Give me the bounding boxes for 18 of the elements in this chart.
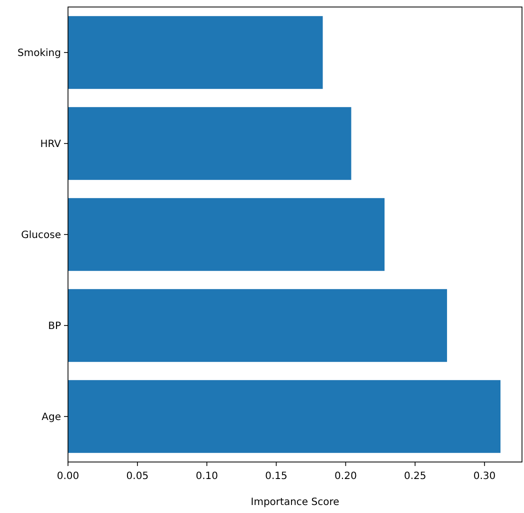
y-tick-label: BP [48,321,61,332]
bar [68,289,448,362]
x-tick-label: 0.00 [56,471,80,482]
y-tick-label: Glucose [21,230,61,241]
x-tick-label: 0.30 [473,471,496,482]
bar [68,107,352,180]
y-tick-label: Smoking [18,48,61,59]
y-tick-label: HRV [40,139,62,150]
y-tick-label: Age [42,412,61,423]
bar [68,198,385,271]
x-tick-label: 0.25 [404,471,426,482]
x-tick-label: 0.10 [196,471,218,482]
x-tick-label: 0.05 [126,471,149,482]
bar [68,380,500,453]
x-tick-label: 0.20 [334,471,357,482]
x-tick-label: 0.15 [265,471,288,482]
bar [68,16,323,89]
x-axis-title: Importance Score [250,497,340,508]
